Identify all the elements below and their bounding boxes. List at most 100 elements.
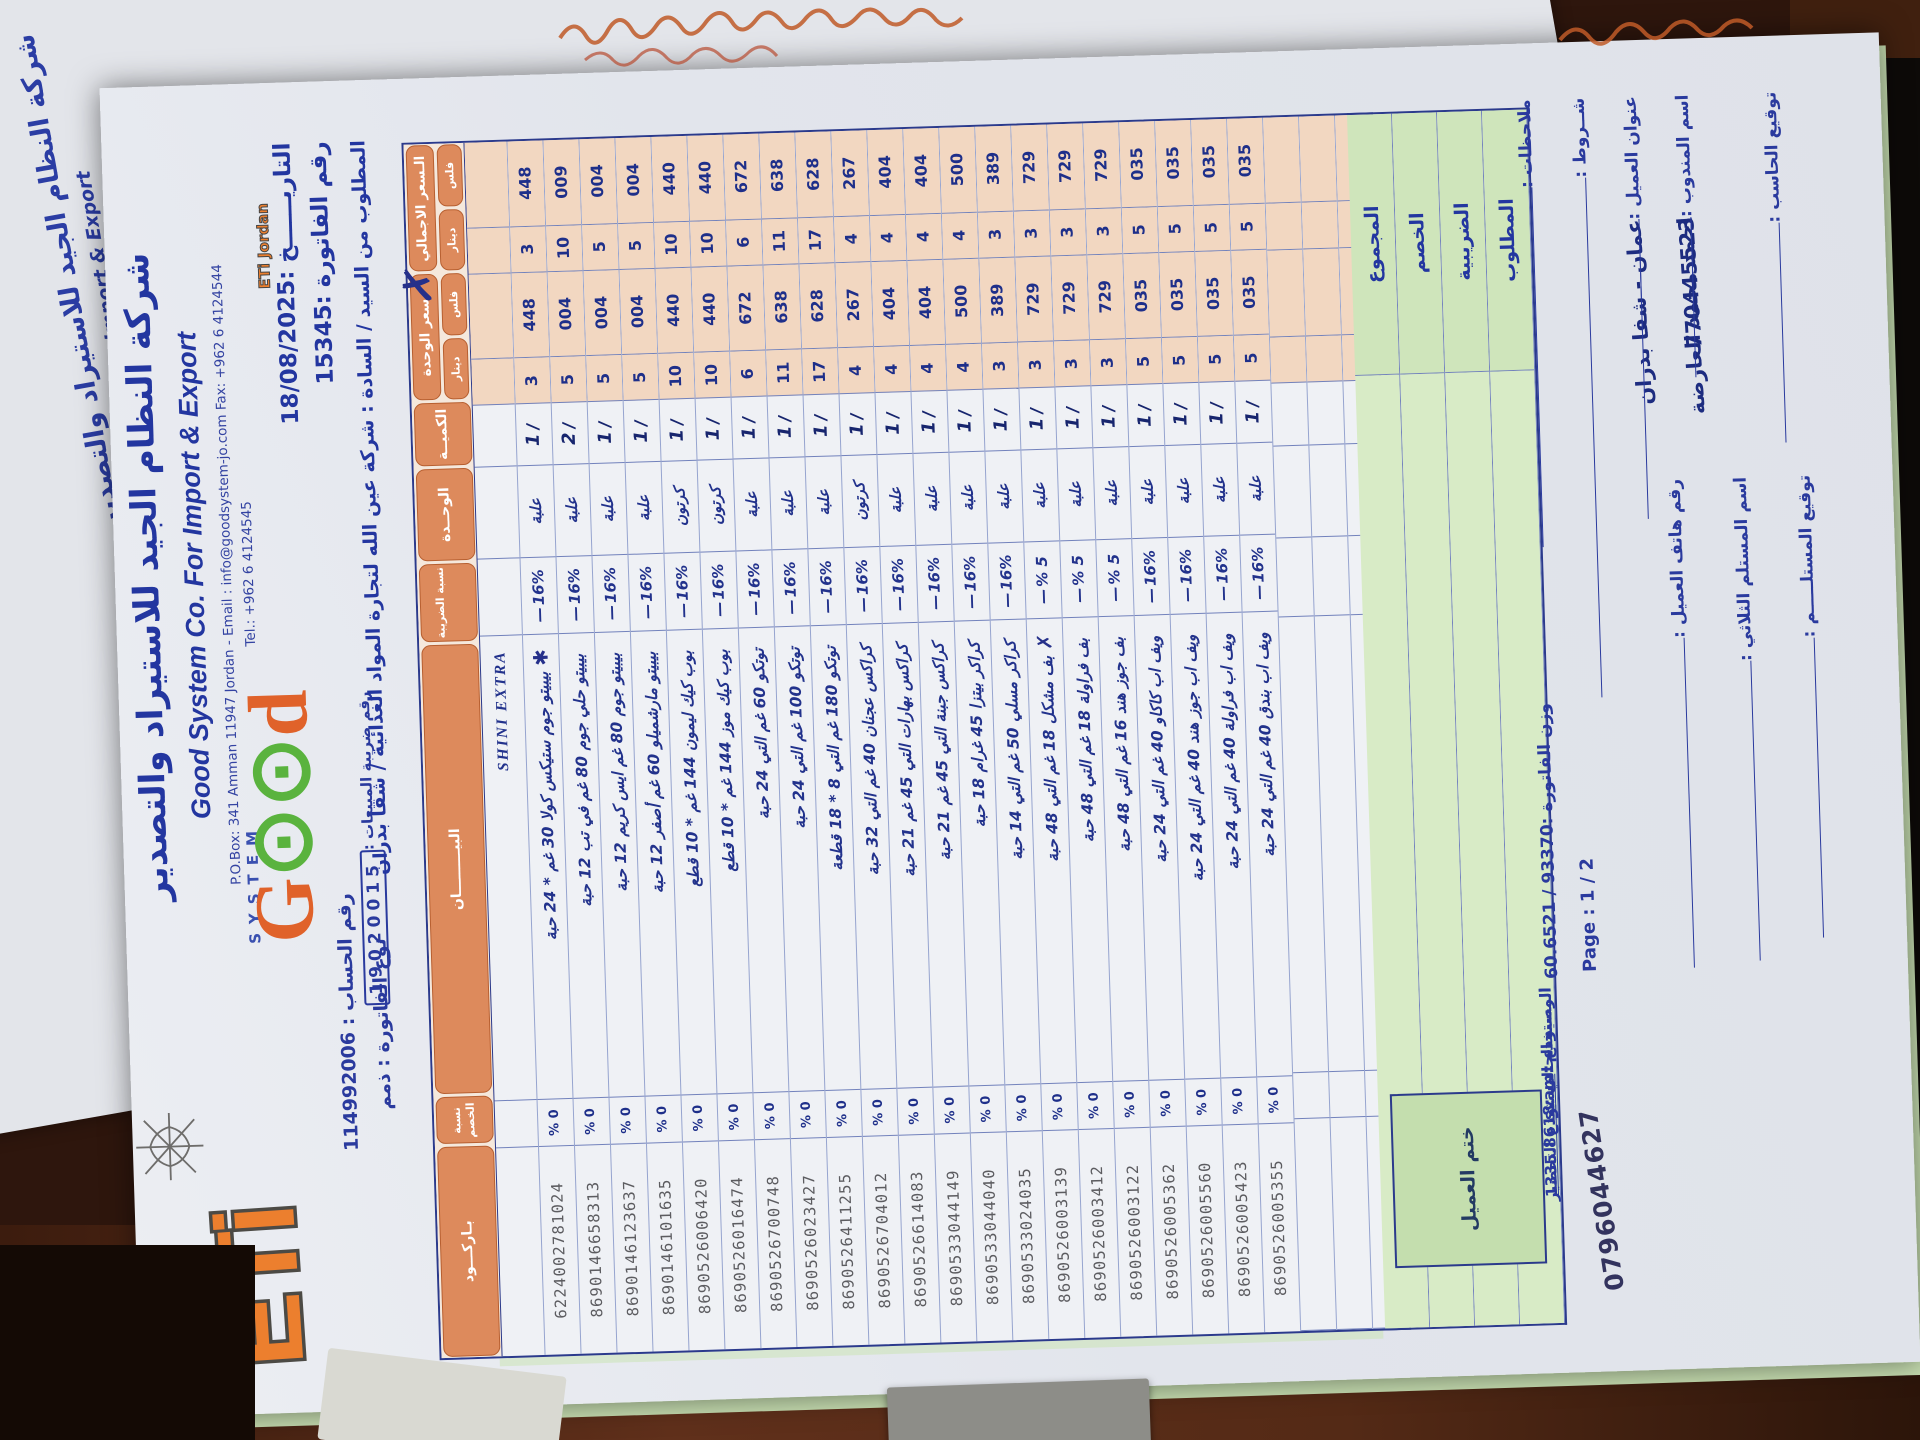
unit-dinar: 4 [874, 346, 911, 394]
qty-value: 1 [1098, 415, 1120, 429]
barcode-value: 8690526005362 [1159, 1162, 1183, 1300]
weight-label: وزن الفاتورة : [1533, 702, 1558, 825]
tax-rate: 16% [1240, 534, 1278, 614]
barcode-value: 8690146101635 [656, 1178, 679, 1316]
qty-value: 1 [666, 428, 688, 442]
handwritten-mark [960, 635, 984, 636]
qty-cell: ∕1 [947, 390, 985, 454]
item-name: كراكر بيتزا 45 غرام 18 حبة [965, 641, 990, 828]
item-name: بف جوز هند 16 غم التي 48 حبة [1109, 636, 1135, 853]
qty-value: 1 [774, 425, 796, 439]
unit-name: علبة [1093, 447, 1132, 540]
discount-rate: 0 % [609, 1097, 646, 1145]
total-dinar: 4 [833, 215, 871, 263]
tax-rate: 16% [1168, 536, 1206, 616]
unit-name: علبة [1021, 449, 1060, 543]
discount-rate: 0 % [573, 1098, 610, 1146]
qty-tick: ∕ [774, 414, 796, 423]
qty-value: 1 [846, 423, 868, 437]
receiver-name-label: اسم المستلم الثلاثي : [1730, 476, 1757, 662]
total-fils: 035 [1227, 117, 1265, 205]
unit-fils: 404 [907, 259, 946, 347]
barcode-value: 8690526005355 [1267, 1158, 1291, 1297]
handwritten-mark [1068, 632, 1092, 633]
qty-value: 1 [918, 420, 940, 435]
total-fils: 035 [1191, 118, 1229, 206]
qty-cell: ∕1 [623, 400, 661, 464]
tax-rate: 16% [592, 554, 630, 634]
unit-fils: 440 [655, 267, 694, 355]
discount-rate: 0 % [1077, 1082, 1114, 1130]
qty-tick: ∕ [739, 415, 760, 424]
handwritten-mark: ✱ [528, 648, 553, 667]
item-name: ويف اب فراولة 40 غم التي 24 حبة [1217, 633, 1243, 870]
unit-fils: 672 [727, 265, 766, 352]
qty-value: 1 [990, 418, 1012, 432]
unit-name: علبة [1057, 448, 1096, 542]
client-address-label: عنوان العميل : [1620, 95, 1645, 220]
logo-letter: d [231, 688, 326, 739]
unit-name: علبة [769, 457, 808, 551]
tax-rate: 16% [988, 542, 1026, 621]
unit-name: علبة [625, 462, 664, 555]
discount-rate: 0 % [825, 1090, 862, 1138]
total-fils: 004 [615, 137, 654, 224]
qty-cell: ∕1 [1235, 381, 1273, 445]
handwritten-mark [1140, 630, 1164, 631]
salesman-label: اسم المندوب : [1672, 94, 1697, 218]
barcode-value: 8690526016474 [728, 1175, 751, 1314]
unit-fils: 004 [619, 268, 658, 356]
qty-tick: ∕ [1062, 405, 1084, 414]
item-name: بيبيتو جوم 80 غم ايس كريم 12 حبة [605, 652, 632, 893]
invoice-type-value: ذمم [372, 1073, 396, 1111]
discount-rate: 0 % [1257, 1076, 1294, 1125]
total-fils: 440 [651, 135, 690, 223]
qty-tick: ∕ [1134, 403, 1156, 412]
unit-name: علبة [949, 452, 988, 545]
unit-name: كرتون [841, 455, 880, 548]
qty-cell: ∕1 [695, 398, 733, 462]
col-unit: الوحــدة [415, 467, 476, 562]
total-fils: 035 [1155, 120, 1193, 207]
total-dinar: 5 [1157, 205, 1195, 253]
item-name: كراكس جبنة التي 45 غم 21 حبة [929, 642, 955, 861]
col-description: البيـــــــــان [420, 643, 492, 1095]
item-name: كراكس عجنان 40 غم التي 32 حبة [857, 644, 883, 876]
barcode-value: 8690526005560 [1195, 1161, 1219, 1299]
invoice-number-label: رقم الفاتورة : [305, 141, 337, 305]
qty-cell: ∕1 [875, 392, 913, 456]
tax-rate: 16% [664, 552, 702, 632]
qty-value: 1 [738, 426, 760, 440]
customer-stamp-box: ختم العميل [1389, 1089, 1548, 1269]
unit-fils: 729 [1051, 255, 1089, 342]
unit-fils: 448 [511, 272, 550, 359]
discount-rate: 0 % [537, 1099, 574, 1147]
total-dinar: 4 [905, 213, 943, 261]
invoice-weight-field: وزن الفاتورة : 60.6521 / 93370 [1533, 702, 1563, 979]
unit-fils: 628 [799, 263, 838, 350]
qty-value: 1 [1026, 417, 1048, 431]
unit-dinar: 11 [766, 349, 803, 397]
qty-cell: ∕1 [731, 396, 769, 460]
invoice-number-value: 15345 [310, 304, 339, 385]
qty-value: 1 [1206, 411, 1228, 425]
tax-rate: 16% [844, 546, 882, 626]
unit-name: علبة [877, 454, 916, 547]
handwritten-mark [924, 636, 948, 637]
total-dinar: 10 [654, 221, 691, 269]
date-value: 18/08/2025 [273, 279, 305, 426]
item-name: توتكو 60 غم التي 24 حبة [749, 648, 773, 820]
tax-rate: 16% [772, 549, 810, 628]
tax-rate: 16% [952, 543, 990, 623]
qty-tick: ∕ [667, 417, 688, 427]
discount-rate: 0 % [1005, 1084, 1042, 1132]
totals-label: المجموع [1347, 113, 1400, 376]
items-table: الـسعر الاجمالي فلس دينار سعر الوحدة فلس د… [401, 112, 1412, 1361]
qty-cell: ∕1 [515, 403, 553, 467]
barcode-value: 8690526006420 [692, 1177, 715, 1315]
total-fils: 448 [507, 140, 546, 227]
gray-card [886, 1378, 1152, 1440]
receiver-signature-label: توقيع المستلـــــم : [1794, 474, 1820, 638]
qty-cell: ∕1 [983, 389, 1021, 452]
tax-rate: 16% [736, 550, 774, 629]
